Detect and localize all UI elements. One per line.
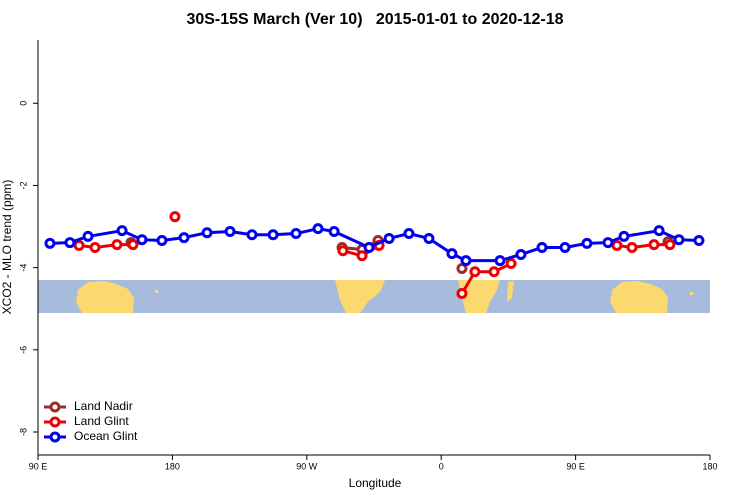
y-tick-label: 0 xyxy=(18,101,28,106)
data-point xyxy=(664,239,676,251)
map-strip xyxy=(38,280,710,313)
x-tick-label: 90 W xyxy=(296,461,318,471)
data-point xyxy=(626,242,638,253)
data-point xyxy=(290,228,302,240)
data-point xyxy=(328,225,340,237)
legend-label: Land Glint xyxy=(74,414,129,428)
data-point xyxy=(136,234,148,246)
data-point xyxy=(423,232,435,244)
legend-label: Ocean Glint xyxy=(74,429,138,443)
data-point xyxy=(82,230,94,242)
legend-label: Land Nadir xyxy=(74,399,133,413)
data-point xyxy=(581,237,593,249)
data-point xyxy=(224,225,236,237)
data-point xyxy=(494,255,506,267)
y-tick-label: -2 xyxy=(18,181,28,189)
data-point xyxy=(488,266,500,278)
data-point xyxy=(618,230,630,242)
data-point xyxy=(64,237,76,249)
data-point xyxy=(178,232,190,244)
data-point xyxy=(536,242,548,253)
data-point xyxy=(446,248,458,260)
data-point xyxy=(73,239,85,251)
data-point xyxy=(111,239,123,251)
data-point xyxy=(456,288,468,300)
data-point xyxy=(505,258,517,270)
data-point xyxy=(89,242,101,253)
data-point xyxy=(156,235,168,247)
data-point xyxy=(201,227,213,239)
series-line xyxy=(78,243,133,250)
data-point xyxy=(403,228,415,240)
y-tick-label: -4 xyxy=(18,264,28,272)
data-point xyxy=(559,242,571,253)
data-point xyxy=(653,225,665,237)
data-point xyxy=(246,229,258,241)
legend-marker xyxy=(49,416,61,428)
data-point xyxy=(267,229,279,241)
legend-item: Land Glint xyxy=(44,414,129,428)
data-point xyxy=(648,239,660,251)
data-point xyxy=(312,223,324,235)
legend-item: Ocean Glint xyxy=(44,429,138,443)
data-point xyxy=(456,262,468,274)
chart-title: 30S-15S March (Ver 10) 2015-01-01 to 202… xyxy=(186,11,563,28)
x-tick-label: 90 E xyxy=(566,461,585,471)
legend-marker xyxy=(49,431,61,443)
data-point xyxy=(602,237,614,249)
data-point xyxy=(337,245,349,257)
series-line xyxy=(460,262,512,295)
data-point xyxy=(460,255,472,267)
series-line xyxy=(616,243,670,250)
legend-item: Land Nadir xyxy=(44,399,133,413)
data-point xyxy=(356,250,368,262)
data-point xyxy=(169,211,181,223)
x-tick-label: 180 xyxy=(165,461,180,471)
data-point xyxy=(363,242,375,253)
x-tick-label: 90 E xyxy=(29,461,48,471)
data-point xyxy=(127,239,139,251)
data-point xyxy=(116,225,128,237)
data-point xyxy=(44,237,56,249)
data-point xyxy=(693,235,705,247)
series-line xyxy=(49,227,700,263)
data-point xyxy=(515,248,527,260)
y-tick-label: -8 xyxy=(18,428,28,436)
data-point xyxy=(673,234,685,246)
x-tick-label: 180 xyxy=(702,461,717,471)
x-tick-label: 0 xyxy=(439,461,444,471)
legend-marker xyxy=(49,401,61,413)
data-point xyxy=(383,232,395,244)
data-point xyxy=(611,239,623,251)
x-axis-label: Longitude xyxy=(349,476,402,490)
y-tick-label: -6 xyxy=(18,346,28,354)
y-axis-label: XCO2 - MLO trend (ppm) xyxy=(0,180,14,315)
data-point xyxy=(469,266,481,278)
